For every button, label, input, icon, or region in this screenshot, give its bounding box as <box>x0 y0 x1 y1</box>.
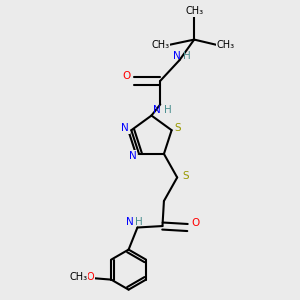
Text: CH₃: CH₃ <box>69 272 87 282</box>
Text: N: N <box>172 51 180 61</box>
Text: CH₃: CH₃ <box>217 40 235 50</box>
Text: O: O <box>122 70 130 80</box>
Text: S: S <box>175 123 181 133</box>
Text: O: O <box>192 218 200 228</box>
Text: N: N <box>154 105 161 115</box>
Text: CH₃: CH₃ <box>151 40 169 50</box>
Text: N: N <box>129 151 136 161</box>
Text: H: H <box>183 51 191 61</box>
Text: S: S <box>182 171 189 181</box>
Text: H: H <box>164 105 172 115</box>
Text: N: N <box>121 123 129 133</box>
Text: H: H <box>135 217 143 227</box>
Text: CH₃: CH₃ <box>185 6 203 16</box>
Text: O: O <box>86 272 94 282</box>
Text: N: N <box>126 217 134 227</box>
